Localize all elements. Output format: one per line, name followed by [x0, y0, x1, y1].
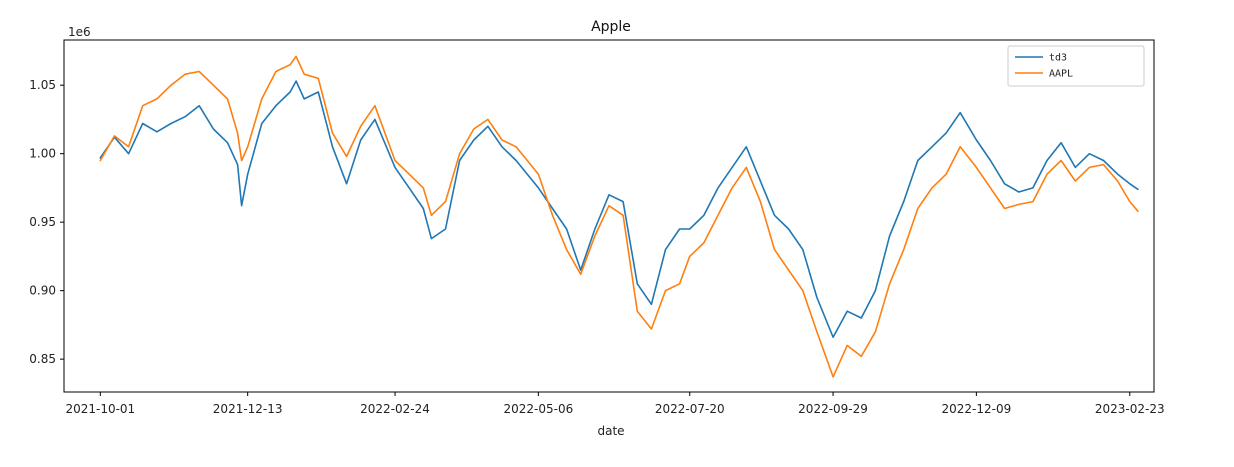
x-tick-label: 2022-12-09 — [941, 402, 1011, 416]
x-tick-label: 2021-10-01 — [65, 402, 135, 416]
legend-label-td3: td3 — [1049, 53, 1067, 64]
x-axis-title: date — [597, 424, 624, 438]
x-tick-label: 2022-09-29 — [798, 402, 868, 416]
y-tick-label: 0.90 — [29, 284, 56, 298]
x-tick-label: 2023-02-23 — [1095, 402, 1165, 416]
x-tick-label: 2022-07-20 — [655, 402, 725, 416]
x-axis: 2021-10-01 2021-12-13 2022-02-24 2022-05-06… — [65, 392, 1165, 416]
x-tick-label: 2022-02-24 — [360, 402, 430, 416]
series-line-aapl — [99, 55, 1139, 378]
y-axis: 0.85 0.90 0.95 1.00 1.05 — [29, 78, 64, 366]
y-tick-label: 1.05 — [29, 78, 56, 92]
y-tick-label: 0.85 — [29, 352, 56, 366]
y-tick-label: 0.95 — [29, 215, 56, 229]
y-tick-label: 1.00 — [29, 147, 56, 161]
x-tick-label: 2022-05-06 — [503, 402, 573, 416]
series-line-td3 — [99, 80, 1139, 339]
x-tick-label: 2021-12-13 — [213, 402, 283, 416]
legend-label-aapl: AAPL — [1049, 69, 1073, 80]
plot-area — [63, 39, 1155, 393]
y-offset-label: 1e6 — [68, 25, 91, 39]
series-layer — [99, 55, 1139, 378]
legend-box — [1007, 45, 1145, 87]
chart-title: Apple — [591, 19, 631, 35]
legend: td3 AAPL — [1007, 45, 1145, 87]
